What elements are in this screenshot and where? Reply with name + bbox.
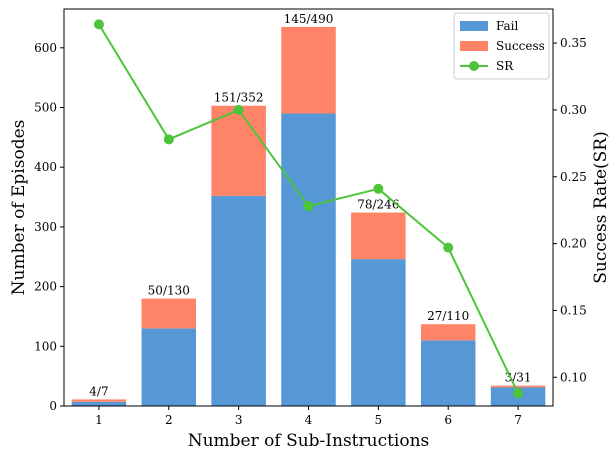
y-right-tick-label-3: 0.25: [560, 170, 587, 184]
legend-fail-swatch: [460, 21, 488, 31]
sr-point-2: [163, 134, 174, 145]
x-tick-label-3: 3: [235, 413, 243, 427]
bar-success-6: [420, 324, 476, 341]
bar-success-4: [281, 26, 336, 114]
x-axis: 1 2 3 4 5 6 7: [95, 406, 522, 427]
legend-sr-marker: [469, 61, 479, 71]
legend-success-swatch: [460, 41, 488, 51]
y-axis-title-left: Number of Episodes: [9, 120, 29, 296]
bar-fail-6: [420, 340, 476, 406]
x-axis-title: Number of Sub-Instructions: [188, 431, 430, 451]
bar-fail-2: [141, 328, 197, 406]
legend-fail-label: Fail: [496, 19, 519, 33]
bar-total-label-2: 50/130: [148, 284, 190, 298]
bar-success-5: [351, 212, 406, 260]
y-right-tick-label-1: 0.15: [560, 303, 587, 317]
bar-fail-4: [281, 113, 336, 406]
bar-success-2: [141, 298, 197, 329]
bars-layer: [71, 26, 546, 406]
x-tick-label-5: 5: [375, 413, 383, 427]
bar-total-label-5: 78/246: [357, 198, 399, 212]
bar-total-label-1: 4/7: [89, 384, 108, 398]
sr-point-3: [233, 104, 244, 115]
bar-total-label-3: 151/352: [214, 91, 264, 105]
x-tick-label-2: 2: [165, 413, 173, 427]
x-tick-label-1: 1: [95, 413, 103, 427]
y-tick-label-300: 300: [34, 220, 57, 234]
legend-success-label: Success: [496, 39, 545, 53]
bar-fail-1: [71, 401, 127, 406]
y-right-tick-label-0: 0.10: [560, 370, 587, 384]
sr-point-5: [373, 183, 384, 194]
y-right-tick-label-5: 0.35: [560, 36, 587, 50]
y-axis-title-right: Success Rate(SR): [591, 131, 611, 283]
bar-fail-3: [211, 195, 266, 406]
sr-point-4: [303, 201, 314, 212]
y-tick-label-500: 500: [34, 101, 57, 115]
legend-sr-label: SR: [496, 59, 514, 73]
sr-point-7: [513, 388, 524, 399]
bar-success-1: [71, 399, 127, 402]
x-tick-label-4: 4: [305, 413, 313, 427]
y-right-tick-label-2: 0.20: [560, 237, 587, 251]
y-tick-label-200: 200: [34, 280, 57, 294]
y-tick-label-400: 400: [34, 160, 57, 174]
x-tick-label-7: 7: [514, 413, 522, 427]
sr-point-6: [443, 242, 454, 253]
y-tick-label-0: 0: [49, 399, 57, 413]
y-right-tick-label-4: 0.30: [560, 103, 587, 117]
bar-success-7: [490, 385, 546, 388]
sr-point-1: [93, 19, 104, 30]
bar-total-label-6: 27/110: [427, 309, 469, 323]
x-tick-label-6: 6: [444, 413, 452, 427]
bar-fail-5: [351, 259, 406, 406]
y-tick-label-600: 600: [34, 41, 57, 55]
bar-success-3: [211, 105, 266, 196]
sr-line-layer: [93, 19, 524, 399]
y-axis-right: 0.10 0.15 0.20 0.25 0.30 0.35: [553, 36, 587, 384]
legend: Fail Success SR: [453, 12, 550, 80]
y-axis-left: 0 100 200 300 400 500 600: [34, 41, 64, 413]
y-tick-label-100: 100: [34, 339, 57, 353]
bar-total-label-4: 145/490: [284, 12, 334, 26]
